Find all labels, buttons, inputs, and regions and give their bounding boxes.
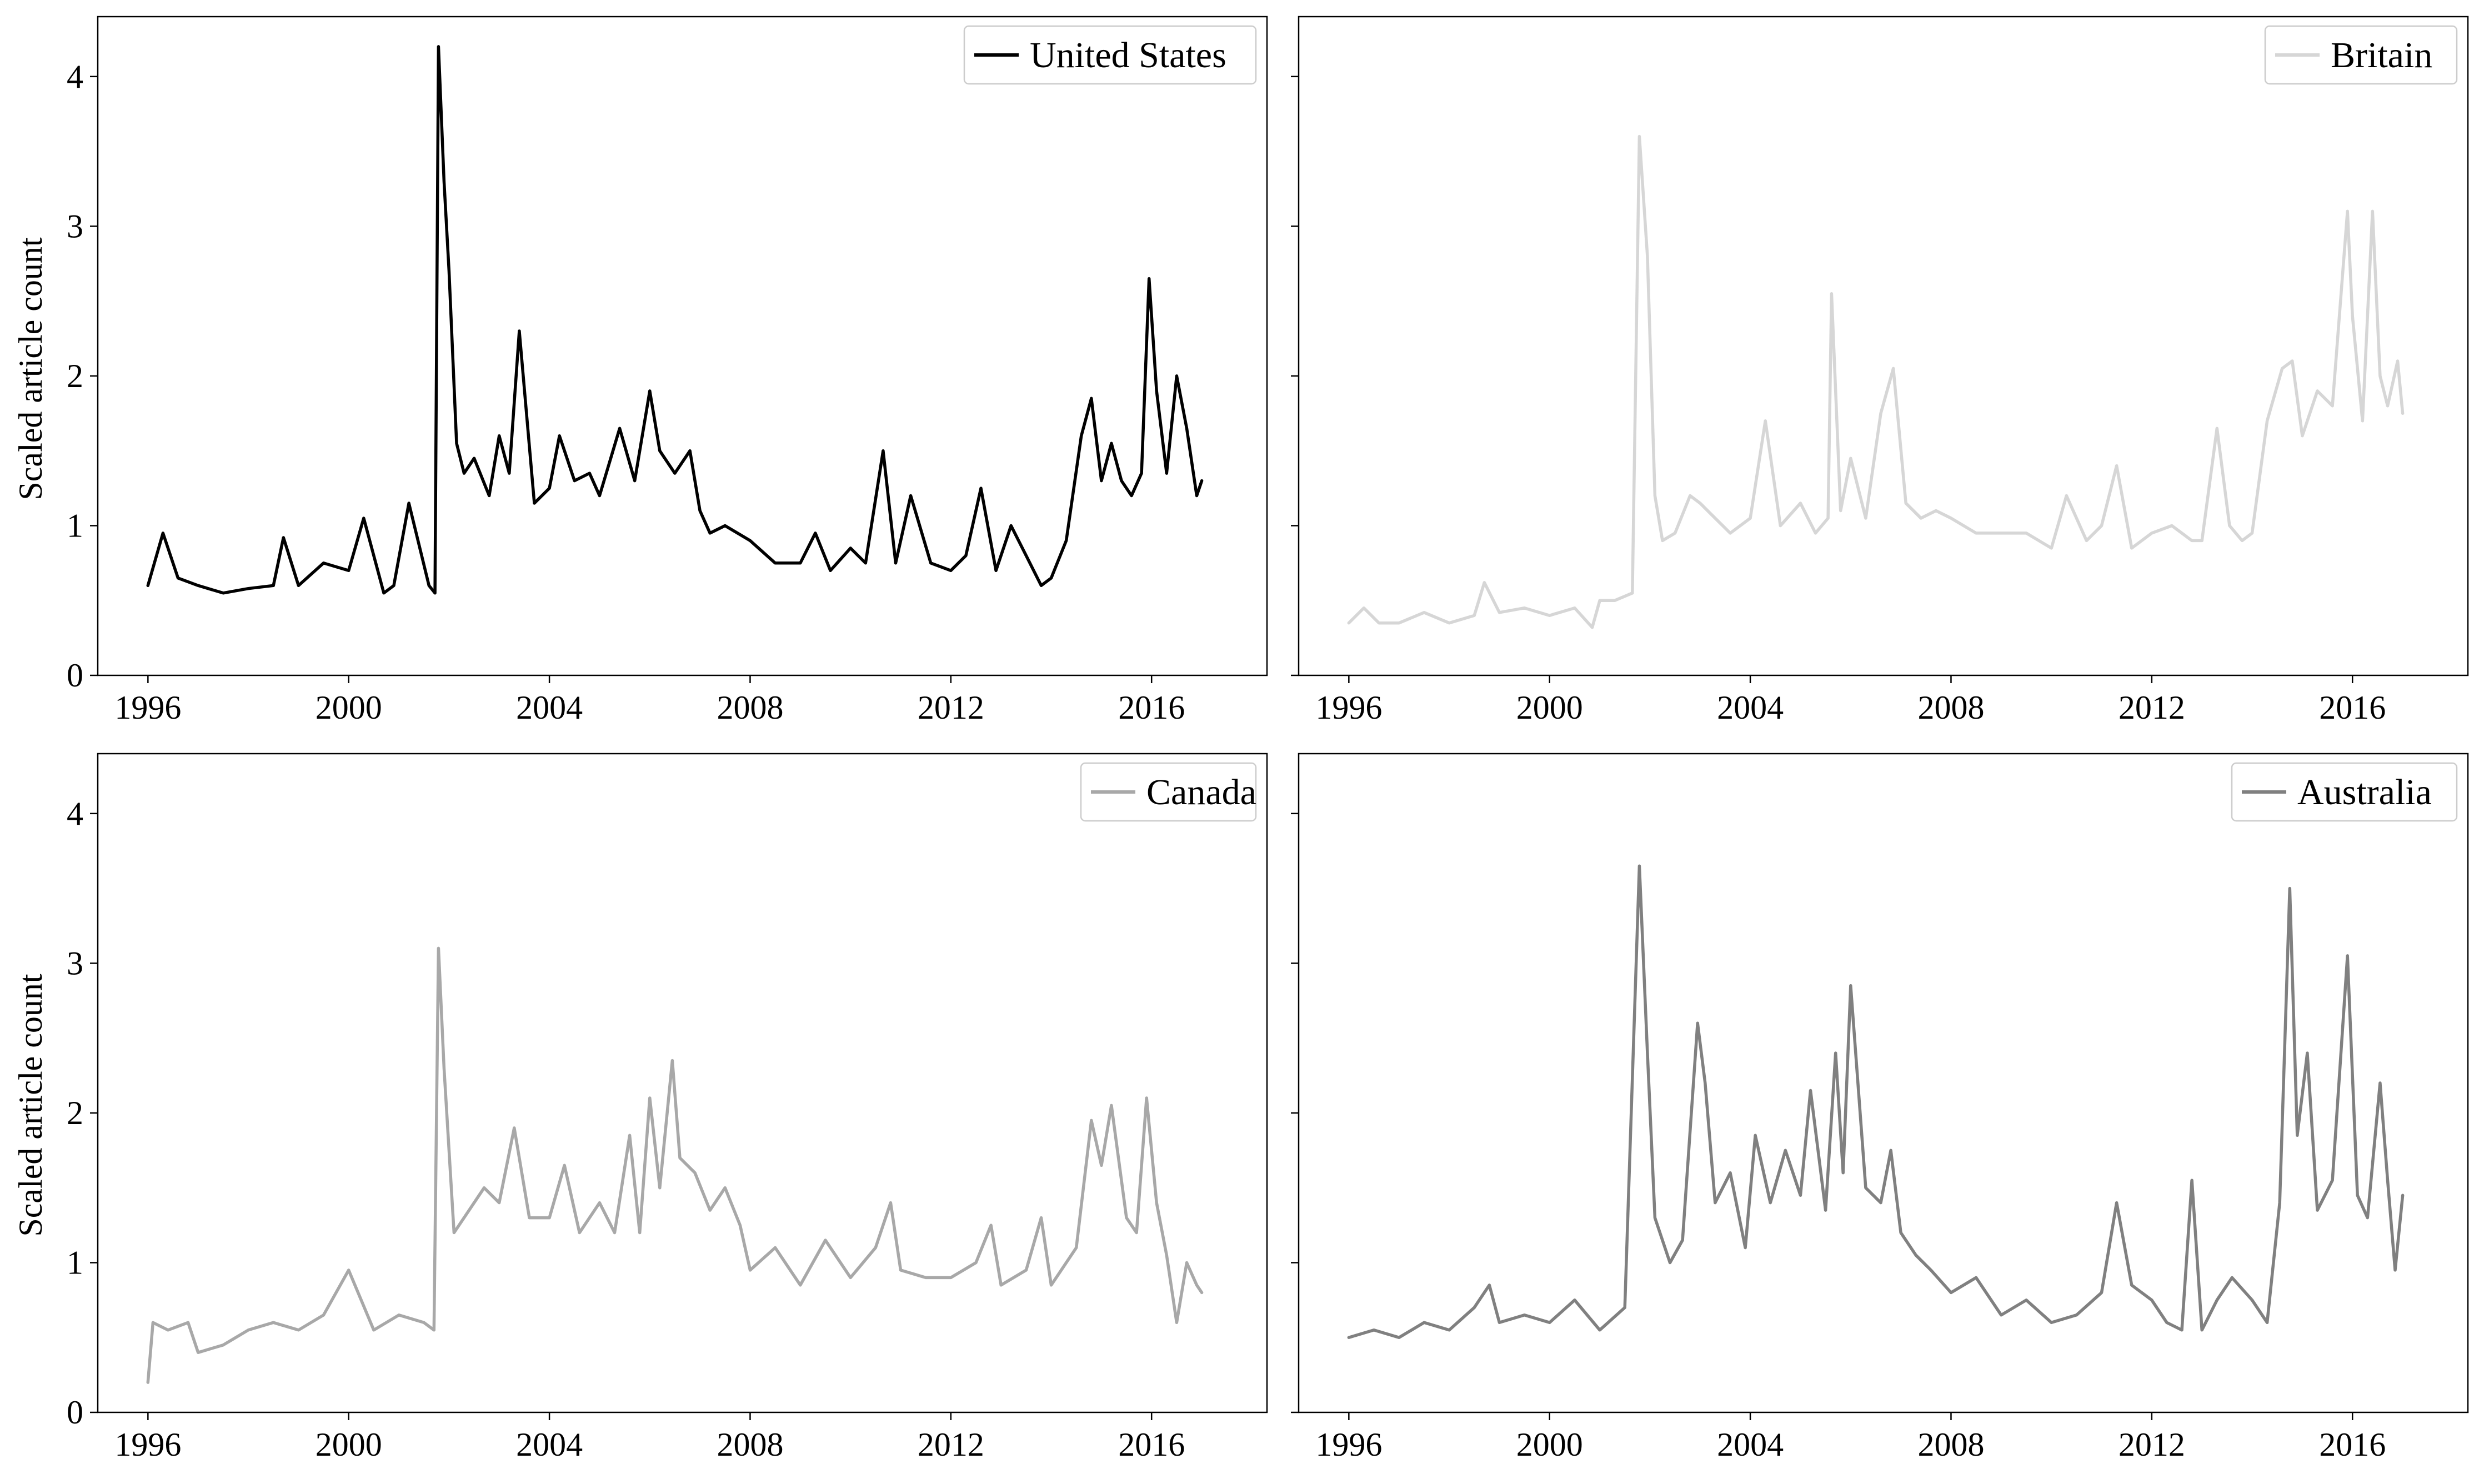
x-tick-label: 2004 [1717, 1426, 1784, 1463]
x-tick-label: 2012 [918, 1426, 984, 1463]
x-tick-label: 2004 [1717, 689, 1784, 726]
plot-frame [1298, 16, 2469, 676]
x-tick-label: 1996 [114, 689, 181, 726]
panels: 1996 2000 2004 2008 2012 2016 0 1 2 3 4 United Stat… [67, 16, 2469, 1463]
x-tick-label: 2004 [516, 1426, 583, 1463]
y-tick-label: 0 [67, 657, 83, 694]
series-line [1347, 864, 2405, 1339]
y-tick-label: 0 [67, 1394, 83, 1431]
x-tick-label: 2016 [2319, 1426, 2386, 1463]
series-line [146, 946, 1204, 1384]
x-tick-label: 2016 [2319, 689, 2386, 726]
x-tick-label: 1996 [1315, 689, 1382, 726]
legend-box [1080, 762, 1257, 822]
plot-frame [97, 16, 1268, 676]
y-tick-label: 2 [67, 1095, 83, 1131]
legend-box [2264, 25, 2458, 85]
legend-label: United States [1030, 35, 1226, 76]
y-axis-label-bottom: Scaled article count [12, 974, 49, 1236]
legend-box [963, 25, 1257, 85]
series-line [1347, 134, 2405, 629]
x-tick-label: 2000 [1516, 689, 1583, 726]
legend: Britain [2264, 25, 2458, 85]
x-tick-label: 2008 [717, 1426, 783, 1463]
x-tick-label: 2000 [1516, 1426, 1583, 1463]
panel-australia: 1996 2000 2004 2008 2012 2016 Australia [1291, 753, 2469, 1463]
y-tick-label: 4 [67, 795, 83, 832]
y-tick-label: 3 [67, 945, 83, 981]
panel-united-states: 1996 2000 2004 2008 2012 2016 0 1 2 3 4 United Stat… [67, 16, 1268, 726]
legend: Canada [1080, 762, 1257, 822]
legend: United States [963, 25, 1257, 85]
x-tick-label: 2012 [2119, 1426, 2185, 1463]
legend-label: Australia [2297, 772, 2432, 813]
x-tick-label: 2012 [918, 689, 984, 726]
x-tick-label: 2012 [2119, 689, 2185, 726]
x-tick-label: 2016 [1118, 1426, 1185, 1463]
x-tick-label: 2008 [717, 689, 783, 726]
y-tick-label: 3 [67, 208, 83, 244]
y-tick-label: 1 [67, 507, 83, 544]
x-tick-label: 1996 [114, 1426, 181, 1463]
y-tick-label: 1 [67, 1244, 83, 1281]
x-tick-label: 1996 [1315, 1426, 1382, 1463]
x-tick-label: 2008 [1917, 689, 1984, 726]
panel-britain: 1996 2000 2004 2008 2012 2016 Britain [1291, 16, 2469, 726]
y-axis-label-top: Scaled article count [12, 237, 49, 500]
legend-box [2231, 762, 2458, 822]
plot-frame [1298, 753, 2469, 1413]
legend-label: Canada [1146, 772, 1256, 813]
x-tick-label: 2000 [315, 1426, 382, 1463]
x-tick-label: 2004 [516, 689, 583, 726]
y-tick-label: 4 [67, 58, 83, 95]
x-tick-label: 2000 [315, 689, 382, 726]
x-tick-label: 2016 [1118, 689, 1185, 726]
y-tick-label: 2 [67, 358, 83, 394]
plot-frame [97, 753, 1268, 1413]
panel-canada: 1996 2000 2004 2008 2012 2016 0 1 2 3 4 Canada [67, 753, 1268, 1463]
x-tick-label: 2008 [1917, 1426, 1984, 1463]
legend-label: Britain [2331, 35, 2432, 76]
series-line [146, 45, 1204, 595]
legend: Australia [2231, 762, 2458, 822]
